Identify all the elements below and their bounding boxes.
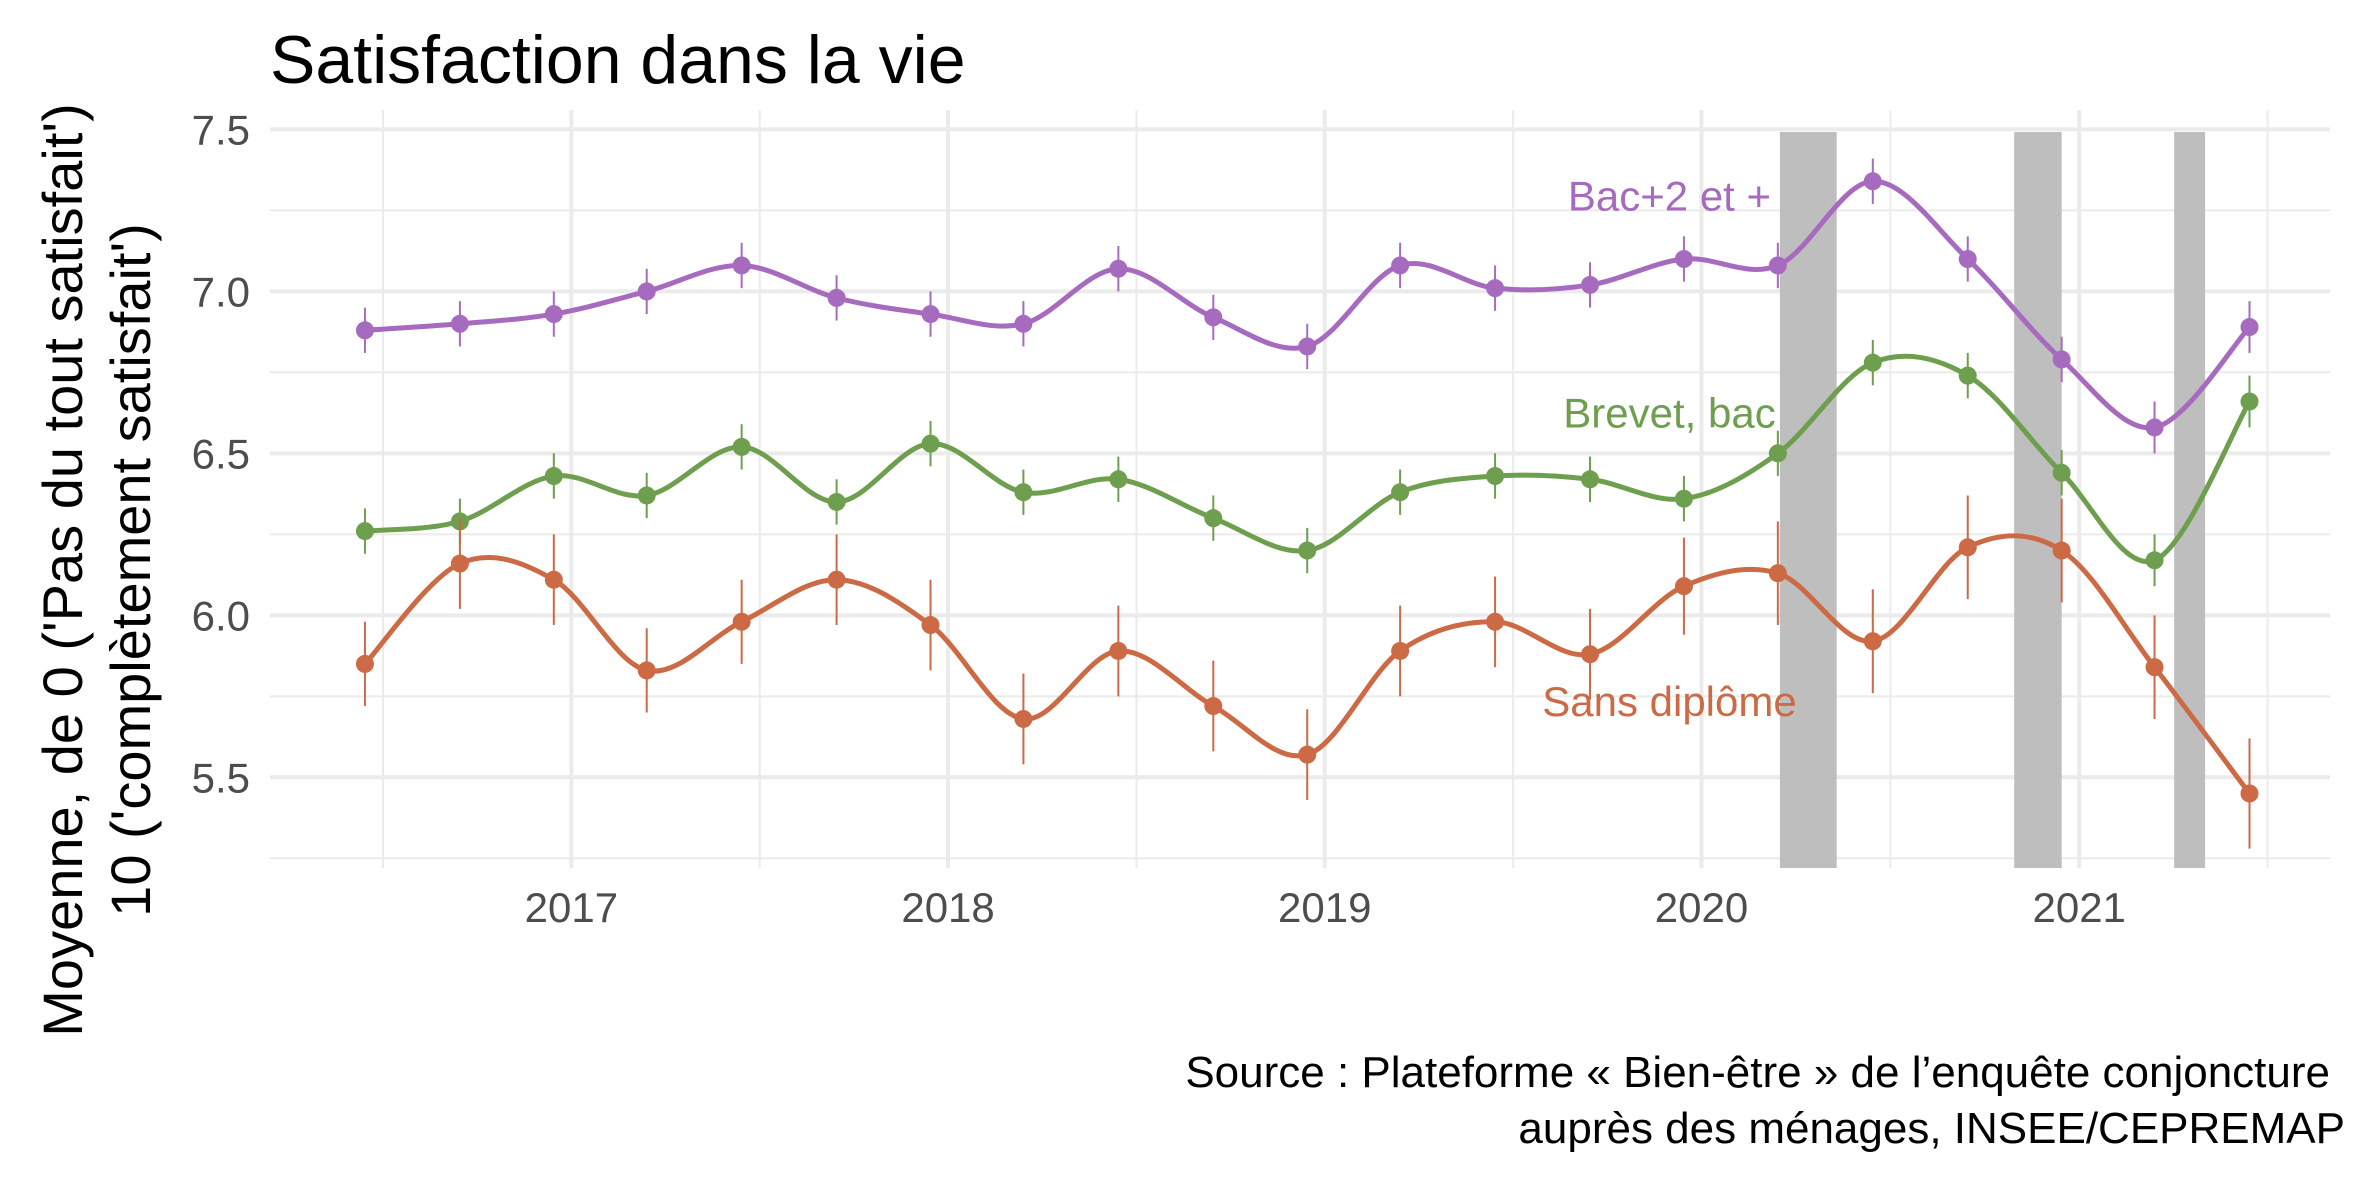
data-point (1014, 709, 1033, 728)
series-labels: Bac+2 et + Brevet, bac Sans diplôme (1542, 172, 1796, 724)
data-point (1768, 256, 1787, 275)
data-point (1391, 256, 1410, 275)
data-point (544, 467, 563, 486)
data-point (2145, 551, 2164, 570)
data-point (355, 321, 374, 340)
data-point (827, 288, 846, 307)
series-layer (355, 158, 2259, 849)
x-tick-label: 2020 (1655, 884, 1748, 931)
y-tick-label: 7.0 (192, 268, 250, 315)
data-point (1958, 538, 1977, 557)
data-point (2145, 658, 2164, 677)
data-point (2145, 418, 2164, 437)
series-line (363, 533, 2252, 795)
data-point (1674, 577, 1693, 596)
data-point (921, 616, 940, 635)
data-point (1014, 314, 1033, 333)
shaded-period (2014, 132, 2062, 868)
data-point (355, 654, 374, 673)
data-point (732, 437, 751, 456)
shaded-periods (1779, 132, 2206, 868)
y-tick-label: 6.5 (192, 430, 250, 477)
data-point (1298, 541, 1317, 560)
series-1 (355, 339, 2259, 587)
source-caption-line1: Source : Plateforme « Bien-être » de l’e… (1185, 1048, 2330, 1097)
x-tick-labels: 2017 2018 2019 2020 2021 (525, 884, 2126, 931)
data-point (1581, 470, 1600, 489)
data-point (1768, 564, 1787, 583)
x-tick-label: 2021 (2032, 884, 2125, 931)
data-point (1204, 509, 1223, 528)
data-point (732, 612, 751, 631)
data-point (1674, 489, 1693, 508)
data-point (1204, 697, 1223, 716)
data-point (1486, 279, 1505, 298)
data-point (1298, 745, 1317, 764)
series-0 (355, 158, 2259, 454)
data-point (1581, 275, 1600, 294)
y-tick-label: 5.5 (192, 754, 250, 801)
data-point (1109, 470, 1128, 489)
data-point (355, 522, 374, 541)
data-point (450, 314, 469, 333)
y-tick-label: 7.5 (192, 106, 250, 153)
data-point (2052, 463, 2071, 482)
data-point (2240, 784, 2259, 803)
x-tick-label: 2019 (1278, 884, 1371, 931)
data-point (827, 492, 846, 511)
data-point (1109, 259, 1128, 278)
data-point (1298, 337, 1317, 356)
data-point (1768, 444, 1787, 463)
data-point (827, 570, 846, 589)
data-point (544, 570, 563, 589)
y-tick-label: 6.0 (192, 592, 250, 639)
x-tick-label: 2017 (525, 884, 618, 931)
y-tick-labels: 5.5 6.0 6.5 7.0 7.5 (192, 106, 250, 801)
data-point (1674, 250, 1693, 269)
data-point (2240, 392, 2259, 411)
data-point (921, 434, 940, 453)
data-point (1863, 172, 1882, 191)
data-point (2052, 541, 2071, 560)
data-point (1391, 483, 1410, 502)
data-point (544, 305, 563, 324)
y-axis-label-line2: 10 ('complètement satisfait') (99, 223, 162, 917)
data-point (1486, 467, 1505, 486)
data-point (2052, 350, 2071, 369)
data-point (637, 661, 656, 680)
series-label: Sans diplôme (1542, 678, 1796, 725)
shaded-period (1779, 132, 1837, 868)
data-point (1486, 612, 1505, 631)
data-point (1014, 483, 1033, 502)
data-point (1204, 308, 1223, 327)
data-point (1391, 641, 1410, 660)
data-point (2240, 318, 2259, 337)
chart-title: Satisfaction dans la vie (270, 22, 966, 98)
source-caption-line2: auprès des ménages, INSEE/CEPREMAP (1518, 1104, 2345, 1153)
grid (270, 110, 2330, 868)
data-point (637, 282, 656, 301)
data-point (637, 486, 656, 505)
data-point (450, 554, 469, 573)
data-point (732, 256, 751, 275)
data-point (1863, 632, 1882, 651)
data-point (921, 305, 940, 324)
series-label: Bac+2 et + (1568, 172, 1771, 219)
series-label: Brevet, bac (1563, 389, 1775, 436)
series-2 (355, 495, 2259, 849)
data-point (1109, 641, 1128, 660)
data-point (1958, 366, 1977, 385)
data-point (1958, 250, 1977, 269)
x-tick-label: 2018 (901, 884, 994, 931)
y-axis-label-line1: Moyenne, de 0 ('Pas du tout satisfait') (31, 103, 94, 1036)
data-point (1581, 645, 1600, 664)
data-point (1863, 353, 1882, 372)
